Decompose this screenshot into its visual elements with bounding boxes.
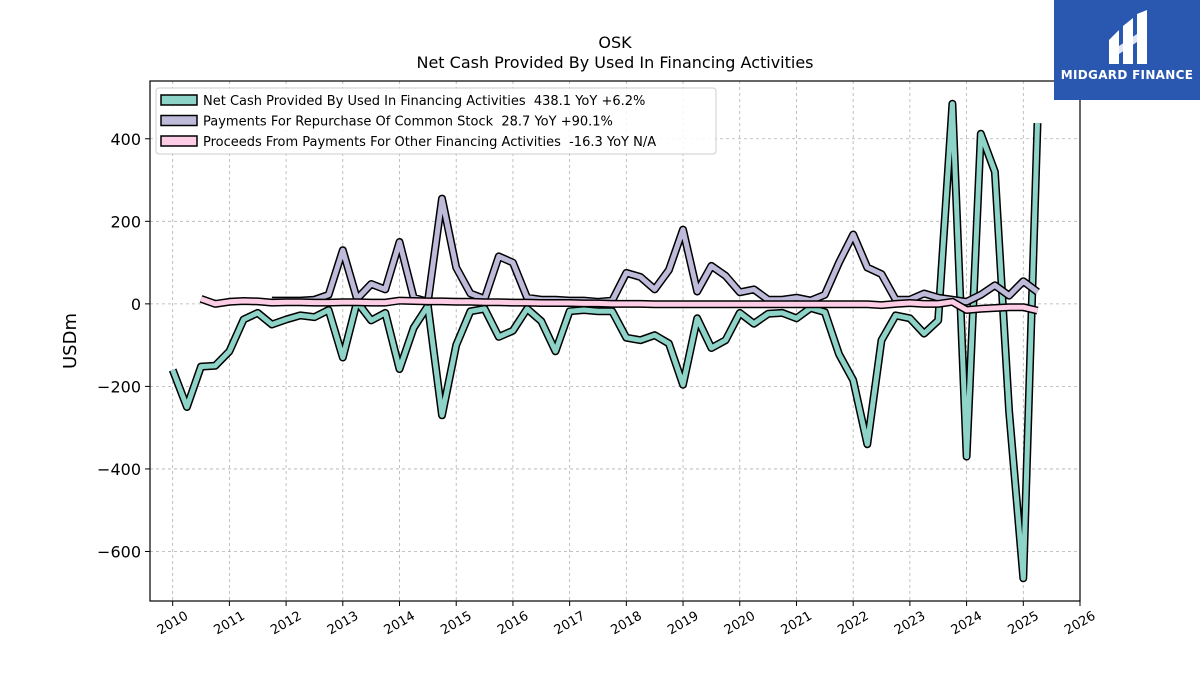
x-tick-label: 2013 (325, 609, 361, 639)
brand-name: MIDGARD FINANCE (1060, 68, 1194, 82)
x-tick-label: 2025 (1005, 609, 1041, 639)
plot-frame (149, 80, 1081, 602)
x-tick-label: 2023 (892, 609, 928, 639)
legend-box (155, 87, 717, 155)
x-tick-label: 2017 (552, 609, 588, 639)
x-tick-label: 2012 (268, 609, 304, 639)
midgard-m-logo-icon (1109, 10, 1147, 64)
x-tick-label: 2019 (665, 609, 701, 639)
y-tick-label: 400 (110, 130, 141, 149)
series-line-3 (200, 296, 1039, 314)
legend-label-3: Proceeds From Payments For Other Financi… (203, 135, 656, 150)
chart-subtitle: Net Cash Provided By Used In Financing A… (416, 53, 813, 72)
x-tick-label: 2022 (835, 609, 871, 639)
x-tick-label: 2014 (382, 609, 418, 639)
legend-swatch-3 (160, 135, 198, 147)
y-tick-label: 200 (110, 212, 141, 231)
y-axis-label: USDm (60, 313, 81, 369)
chart-title: OSK (598, 33, 632, 52)
x-tick-label: 2011 (212, 609, 248, 639)
series-line-1 (170, 101, 1040, 581)
x-tick-label: 2020 (722, 609, 758, 639)
y-tick-label: 0 (131, 295, 141, 314)
y-tick-label: −200 (97, 377, 141, 396)
midgard-finance-logo: MIDGARD FINANCE (1054, 0, 1200, 100)
x-tick-label: 2010 (155, 609, 191, 639)
x-tick-label: 2016 (495, 609, 531, 639)
y-tick-label: −600 (97, 542, 141, 561)
grid-lines (150, 81, 1081, 601)
x-tick-label: 2018 (609, 609, 645, 639)
legend-label-1: Net Cash Provided By Used In Financing A… (203, 94, 645, 109)
x-tick-label: 2026 (1062, 609, 1098, 639)
x-tick-label: 2015 (438, 609, 474, 639)
legend-swatch-2 (160, 114, 198, 127)
x-tick-label: 2024 (949, 609, 985, 639)
chart-legend: Net Cash Provided By Used In Financing A… (155, 87, 717, 155)
series-line-2 (271, 196, 1040, 305)
series-outline-1 (168, 99, 1042, 583)
legend-swatch-1 (160, 94, 198, 106)
series-lines (168, 99, 1042, 583)
y-tick-label: −400 (97, 460, 141, 479)
legend-label-2: Payments For Repurchase Of Common Stock … (203, 115, 613, 130)
x-tick-label: 2021 (779, 609, 815, 639)
